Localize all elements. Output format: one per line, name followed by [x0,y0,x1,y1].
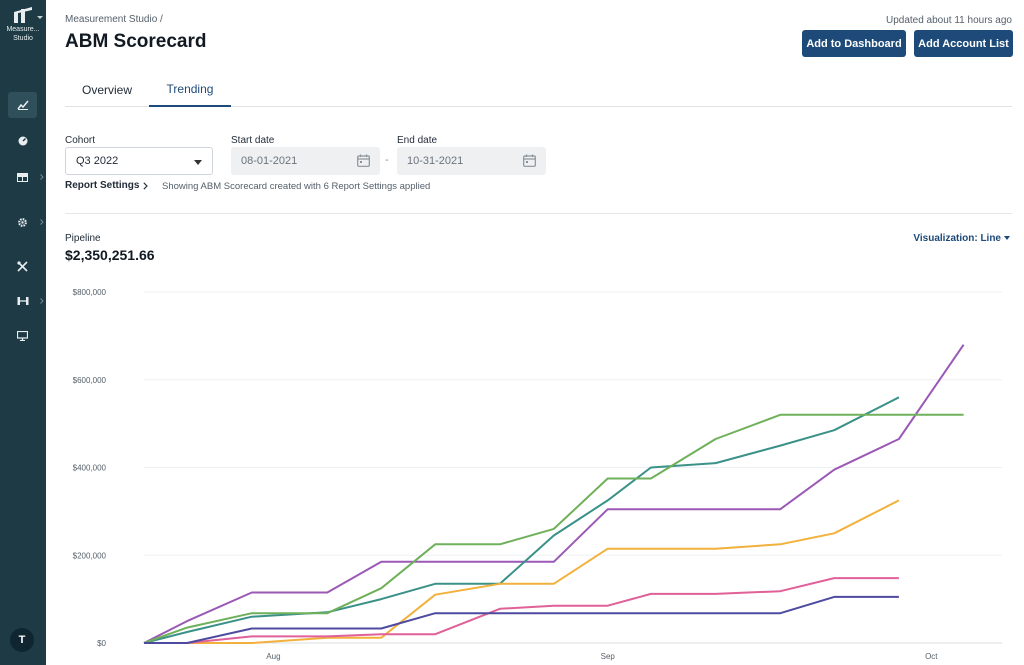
y-tick-label: $0 [97,639,106,648]
x-tick-label: Sep [601,652,616,661]
calendar-icon [357,154,370,167]
sidebar: Measure... Studio T [0,0,46,665]
divider [65,213,1012,214]
nav-connector[interactable] [8,288,37,314]
brand-caret-icon [37,16,43,19]
chevron-down-icon [194,160,202,165]
end-date-label: End date [397,135,438,146]
date-separator: - [385,154,389,166]
metric-label: Pipeline [65,233,101,244]
series-line-1 [143,344,965,644]
user-avatar[interactable]: T [10,628,34,652]
nav-settings[interactable] [8,209,37,235]
add-account-list-button[interactable]: Add Account List [914,30,1013,57]
breadcrumb[interactable]: Measurement Studio / [65,14,163,25]
nav-tools[interactable] [8,253,37,279]
table-icon [17,172,28,182]
trending-icon [16,100,29,110]
metric-value: $2,350,251.66 [65,247,155,263]
report-settings-note: Showing ABM Scorecard created with 6 Rep… [162,181,431,192]
x-tick-label: Aug [266,652,280,661]
series-line-5 [144,577,899,644]
start-date-value: 08-01-2021 [241,155,298,167]
nav-table[interactable] [8,164,37,190]
brand-logo-icon [14,7,32,23]
y-tick-label: $600,000 [73,376,107,385]
series-line-6 [144,595,899,644]
report-settings-link[interactable]: Report Settings [65,180,140,191]
pipeline-line-chart: $0 $200,000 $400,000 $600,000 $800,000 Aug Sep… [73,288,1002,661]
chevron-right-icon[interactable] [143,182,148,190]
x-tick-label: Oct [925,652,938,661]
nav-settings-chevron-icon [40,219,44,225]
gear-icon [18,217,27,227]
series-line-3 [143,413,964,644]
chevron-down-icon [1004,236,1010,241]
end-date-input[interactable]: 10-31-2021 [397,147,546,175]
brand-name: Measure... Studio [6,26,40,42]
calendar-icon [523,154,536,167]
tools-icon [17,260,28,272]
cohort-label: Cohort [65,135,96,146]
visualization-dropdown[interactable]: Visualization: Line [913,233,1010,244]
nav-monitor[interactable] [8,323,37,349]
end-date-value: 10-31-2021 [407,155,464,167]
start-date-input[interactable]: 08-01-2021 [231,147,380,175]
visualization-label: Visualization: Line [913,233,1001,244]
main-content: Measurement Studio / ABM Scorecard Updat… [46,0,1024,665]
page-title: ABM Scorecard [65,31,207,52]
connector-icon [17,297,28,305]
nav-trending[interactable] [8,92,37,118]
nav-table-chevron-icon [40,174,44,180]
tab-overview[interactable]: Overview [81,82,132,97]
add-to-dashboard-button[interactable]: Add to Dashboard [802,30,906,57]
updated-timestamp: Updated about 11 hours ago [885,15,1012,26]
nav-connector-chevron-icon [40,298,44,304]
y-tick-label: $800,000 [73,288,107,297]
monitor-icon [17,331,28,341]
y-tick-label: $200,000 [73,551,107,560]
tab-trending[interactable]: Trending [149,72,231,107]
series-line-2 [143,396,900,644]
series-line-4 [144,499,900,644]
nav-gauge[interactable] [8,128,37,154]
gauge-icon [18,136,27,146]
brand[interactable]: Measure... Studio [0,6,46,43]
cohort-value: Q3 2022 [76,155,119,167]
start-date-label: Start date [231,135,275,146]
tab-bar: Overview Trending [65,72,1012,107]
cohort-select[interactable]: Q3 2022 [65,147,213,175]
y-tick-label: $400,000 [73,464,107,473]
